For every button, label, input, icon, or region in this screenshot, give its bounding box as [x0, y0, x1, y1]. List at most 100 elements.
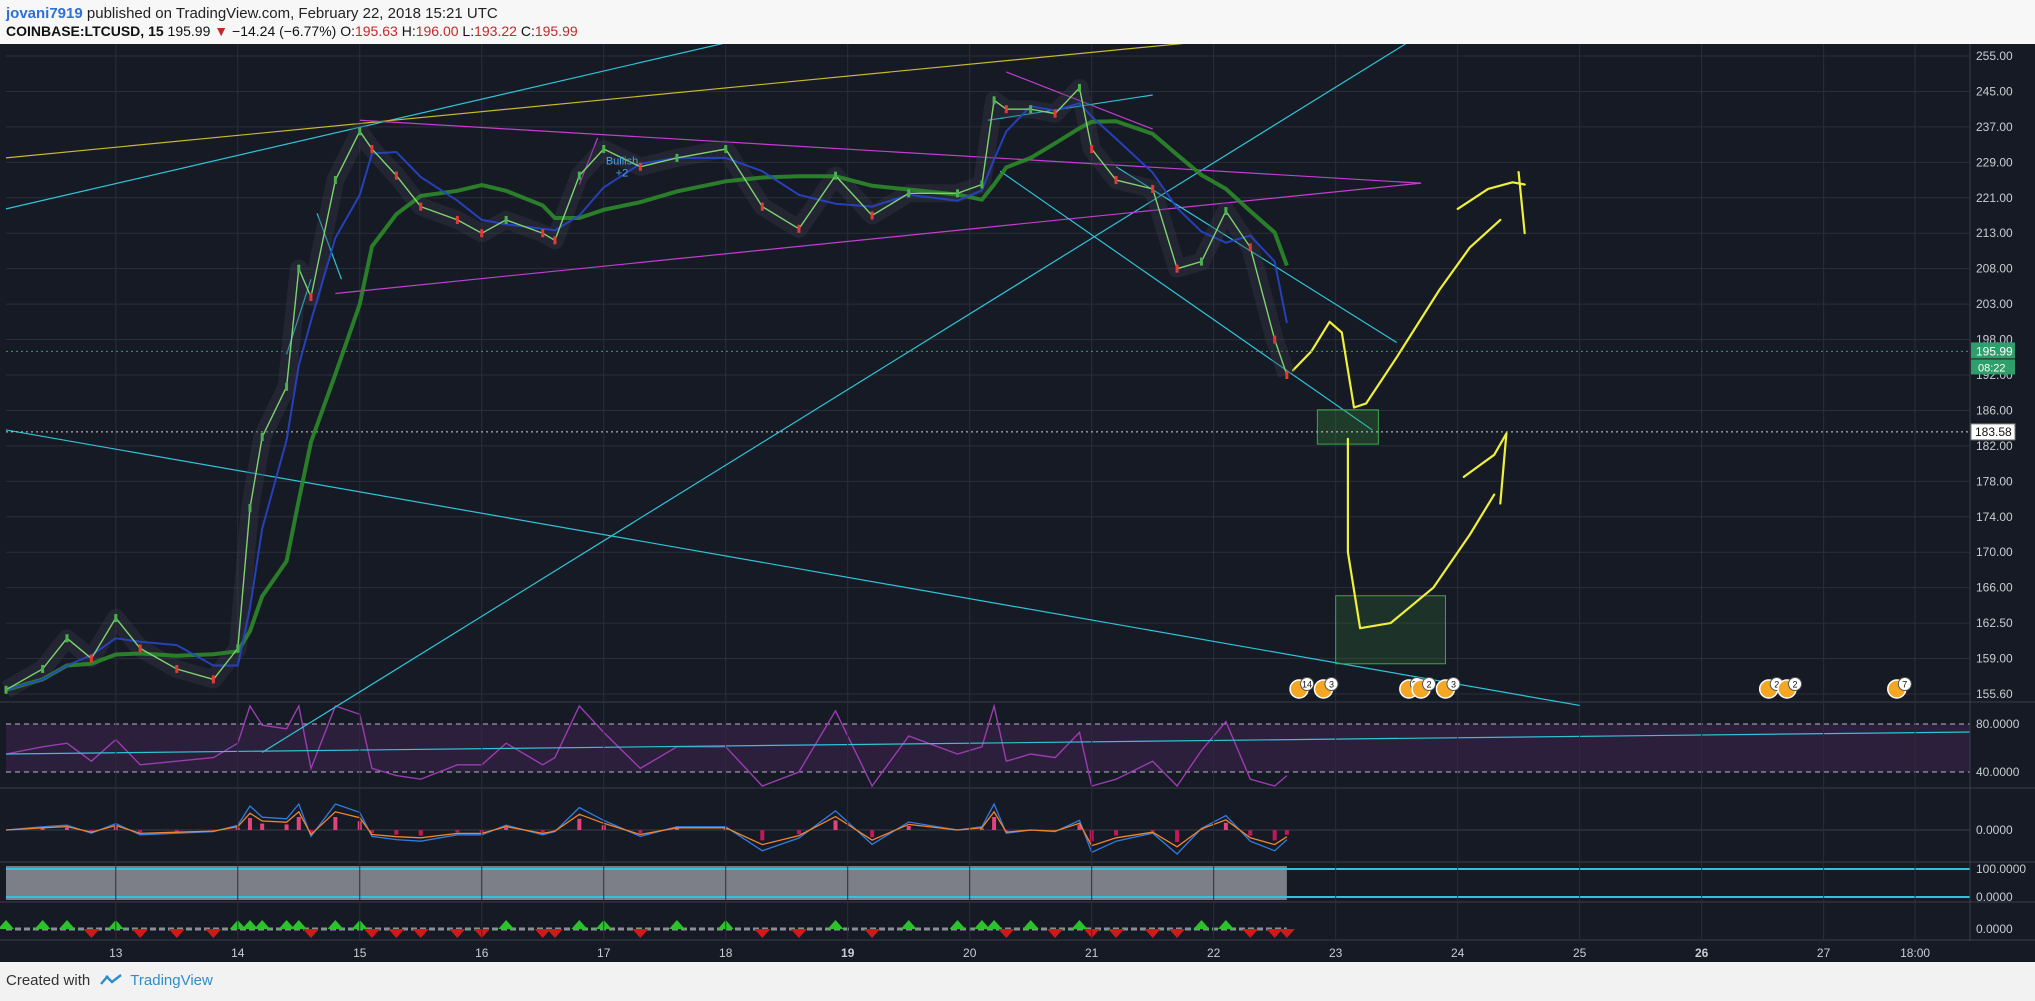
- triangle-upper-line: [359, 119, 1422, 184]
- candle-point: [211, 675, 215, 684]
- candle-point: [394, 171, 398, 180]
- trend-line: [5, 44, 1185, 159]
- time-tick-label: 25: [1573, 946, 1587, 960]
- price-tick-label: 155.60: [1976, 687, 2013, 701]
- time-tick-label: 24: [1451, 946, 1465, 960]
- tradingview-link[interactable]: TradingView: [130, 972, 213, 989]
- momentum-spike: [168, 929, 185, 938]
- momentum-spike: [1047, 929, 1064, 938]
- symbol-line: COINBASE:LTCUSD, 15 195.99 ▼ −14.24 (−6.…: [6, 23, 578, 39]
- publish-header: jovani7919 published on TradingView.com,…: [0, 0, 2035, 44]
- candle-point: [1248, 243, 1252, 252]
- candle-point: [992, 96, 996, 105]
- candle-point: [1199, 257, 1203, 266]
- author-link[interactable]: jovani7919: [6, 5, 83, 22]
- tradingview-logo-icon: [100, 973, 123, 990]
- momentum-spike: [0, 920, 14, 929]
- indicator-panes: [0, 701, 2035, 941]
- momentum-spike: [83, 929, 100, 938]
- macd-level-label: 0.0000: [1976, 823, 2013, 837]
- oscillator-fill: [6, 866, 1287, 900]
- rsi-line: [5, 703, 1288, 788]
- last-price: 195.99: [167, 23, 211, 39]
- price-tick-label: 245.00: [1976, 84, 2013, 98]
- channel-line: [1115, 166, 1397, 344]
- momentum-spike: [34, 920, 51, 929]
- projection-arrow-head: [1462, 432, 1508, 478]
- price-tick-label: 255.00: [1976, 49, 2013, 63]
- marked-level-badge: [1970, 423, 2016, 441]
- wedge-line: [316, 213, 343, 280]
- time-tick-label: 23: [1329, 946, 1343, 960]
- channel-line: [987, 94, 1153, 121]
- signal-annotation: +2: [616, 168, 629, 180]
- momentum-spike: [412, 929, 429, 938]
- channel-line: [1006, 71, 1153, 130]
- time-tick-label: 19: [841, 946, 855, 960]
- price-tick-label: 174.00: [1976, 510, 2013, 524]
- price-tick-label: 178.00: [1976, 474, 2013, 488]
- candle-point: [370, 145, 374, 154]
- channel-line: [999, 170, 1373, 431]
- macd-histogram-bar: [796, 830, 801, 834]
- macd-histogram-bar: [247, 818, 252, 830]
- momentum-spike: [363, 929, 380, 938]
- price-chart[interactable]: Bullish+2 13 14 15 16 17 18 19 20 21 22 23 24 25 26 27…: [0, 44, 2035, 962]
- candle-point: [797, 224, 801, 233]
- candle-point: [333, 176, 337, 185]
- event-count-label: 2: [1427, 680, 1432, 690]
- macd-histogram-bar: [1150, 830, 1155, 832]
- event-count-label: 2: [1774, 680, 1779, 690]
- candle-point: [65, 634, 69, 643]
- macd-histogram-bar: [455, 830, 460, 833]
- candle-point: [980, 180, 984, 189]
- candle-point: [638, 162, 642, 171]
- macd-histogram-bar: [870, 830, 875, 838]
- time-tick-label: 20: [963, 946, 977, 960]
- event-count-label: 7: [1902, 680, 1907, 690]
- momentum-spike: [302, 929, 319, 938]
- macd-histogram-bar: [138, 830, 143, 833]
- projection-arrow-head: [1456, 181, 1526, 210]
- footer: Created with TradingView: [6, 972, 213, 990]
- momentum-level-label: 0.0000: [1976, 922, 2013, 936]
- event-count-bubble: [1897, 677, 1912, 691]
- price-tick-label: 203.00: [1976, 297, 2013, 311]
- event-count-bubble: [1422, 677, 1437, 691]
- candle-point: [1114, 176, 1118, 185]
- open-label: O:: [340, 23, 355, 39]
- candle-point: [236, 644, 240, 653]
- momentum-spike: [254, 920, 271, 929]
- candle-point: [724, 145, 728, 154]
- price-plot: Bullish+2: [1, 78, 1296, 698]
- macd-histogram-bar: [308, 830, 313, 834]
- macd-histogram-bar: [833, 820, 838, 830]
- candle-point: [358, 127, 362, 136]
- momentum-spike: [1217, 920, 1234, 929]
- current-price-badge: [1971, 342, 2015, 359]
- momentum-spike: [827, 920, 844, 929]
- time-tick-label: 22: [1207, 946, 1221, 960]
- rsi-level-label: 40.0000: [1976, 765, 2020, 779]
- trend-line: [5, 44, 724, 210]
- time-tick-label: 14: [231, 946, 245, 960]
- candle-point: [1004, 105, 1008, 114]
- rsi-trend-line: [5, 731, 1971, 755]
- macd-histogram-bar: [979, 828, 984, 830]
- marked-level-label: 183.58: [1975, 425, 2012, 439]
- momentum-spike: [1022, 920, 1039, 929]
- time-tick-label: 15: [353, 946, 367, 960]
- macd-histogram-bar: [1053, 830, 1058, 831]
- macd-histogram-bar: [577, 818, 582, 830]
- high-label: H:: [401, 23, 416, 39]
- candle-point: [1090, 145, 1094, 154]
- price-tick-label: 162.50: [1976, 616, 2013, 630]
- symbol-label: COINBASE:LTCUSD, 15: [6, 23, 164, 39]
- momentum-spike: [58, 920, 75, 929]
- momentum-spike: [790, 929, 807, 938]
- macd-histogram-bar: [760, 830, 765, 841]
- candle-point: [260, 433, 264, 442]
- target-zone: [1335, 595, 1446, 665]
- candle-point: [297, 264, 301, 273]
- candle-point: [309, 293, 313, 302]
